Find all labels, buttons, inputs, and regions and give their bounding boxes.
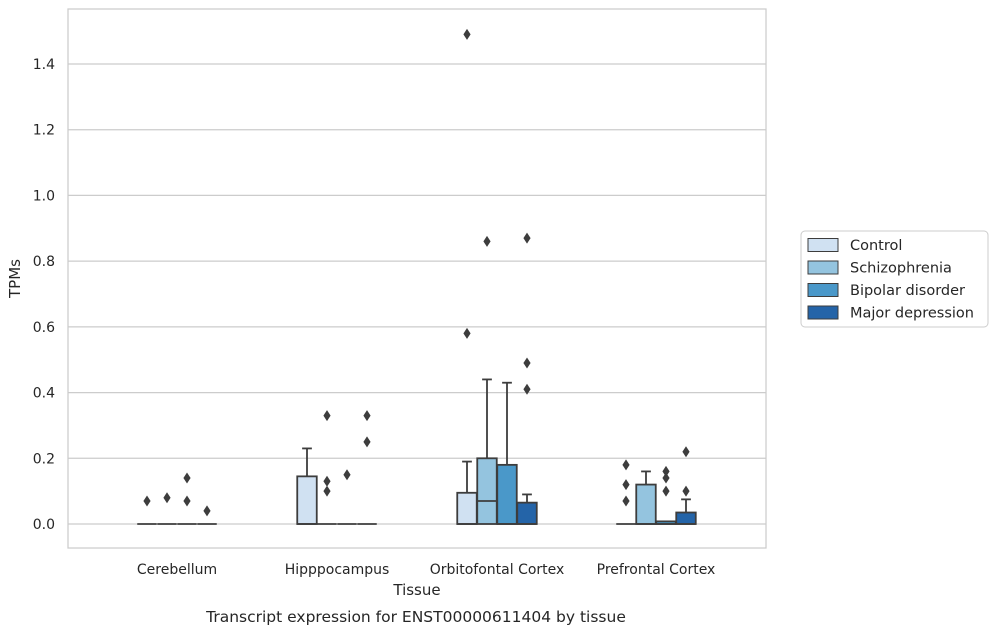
y-tick-label: 0.0 [33,517,55,533]
legend-swatch [807,260,839,275]
outlier-point [662,472,670,484]
y-axis-label: TPMs [6,259,24,299]
x-tick-label: Orbitofontal Cortex [430,562,565,578]
y-tick-label: 0.4 [33,386,55,402]
box-3-0 [197,505,217,525]
box-3-2 [516,232,538,525]
outlier-point [483,235,491,247]
x-tick-label: Hipppocampus [285,562,390,578]
outlier-point [323,475,331,487]
box [296,475,318,525]
outlier-point [323,485,331,497]
outlier-point [682,446,690,458]
x-tick-label: Prefrontal Cortex [597,562,716,578]
x-tick-labels: Cerebellum Hipppocampus Orbitofontal Corte… [137,562,715,578]
box [476,457,498,525]
y-tick-label: 0.2 [33,451,55,467]
y-tick-label: 1.0 [33,188,55,204]
grid-lines [68,63,766,525]
box [635,483,657,525]
outlier-point [343,469,351,481]
outlier-point [682,485,690,497]
legend-label: Bipolar disorder [850,283,965,299]
box-0-0 [137,495,157,525]
box [675,511,697,525]
legend: Control Schizophrenia Bipolar disorder Majo… [800,230,989,328]
box-1-3 [635,470,657,525]
outlier-point [363,436,371,448]
legend-label: Control [850,238,902,254]
outlier-point [622,495,630,507]
box-3-3 [675,446,697,525]
plot-frame [67,8,767,549]
y-tick-label: 0.6 [33,320,55,336]
box-0-2 [456,28,478,525]
box [456,491,478,525]
outlier-point [143,495,151,507]
outlier-point [523,383,531,395]
outlier-point [163,492,171,504]
box [516,501,538,525]
legend-swatch [807,283,839,297]
legend-label: Schizophrenia [850,261,952,277]
outlier-point [662,485,670,497]
outlier-point [622,479,630,491]
box-1-2 [476,235,498,525]
box-2-1 [337,469,357,525]
legend-label: Major depression [850,306,974,322]
legend-swatch [807,305,839,320]
box-1-1 [317,410,337,525]
outlier-point [183,472,191,484]
chart-caption: Transcript expression for ENST0000061140… [205,608,626,626]
box-1-0 [157,492,177,525]
box-groups [137,28,697,525]
y-tick-label: 1.4 [33,57,55,73]
box-2-0 [177,472,197,525]
outlier-point [363,410,371,422]
outlier-point [323,410,331,422]
box-0-3 [616,459,636,525]
box-2-3 [655,465,677,525]
y-tick-label: 0.8 [33,254,55,270]
outlier-point [622,459,630,471]
legend-swatch [807,238,839,252]
outlier-point [463,327,471,339]
x-axis-label: Tissue [392,581,440,599]
outlier-point [523,357,531,369]
outlier-point [203,505,211,517]
x-tick-label: Cerebellum [137,562,217,578]
y-tick-labels: 0.0 0.2 0.4 0.6 0.8 1.0 1.2 1.4 [33,57,55,533]
box-0-1 [296,447,318,525]
y-tick-label: 1.2 [33,123,55,139]
legend-frame [800,230,989,328]
box-3-1 [357,410,377,525]
box [496,463,518,525]
outlier-point [523,232,531,244]
box-2-2 [496,381,518,525]
outlier-point [662,465,670,477]
outlier-point [183,495,191,507]
outlier-point [463,28,471,40]
